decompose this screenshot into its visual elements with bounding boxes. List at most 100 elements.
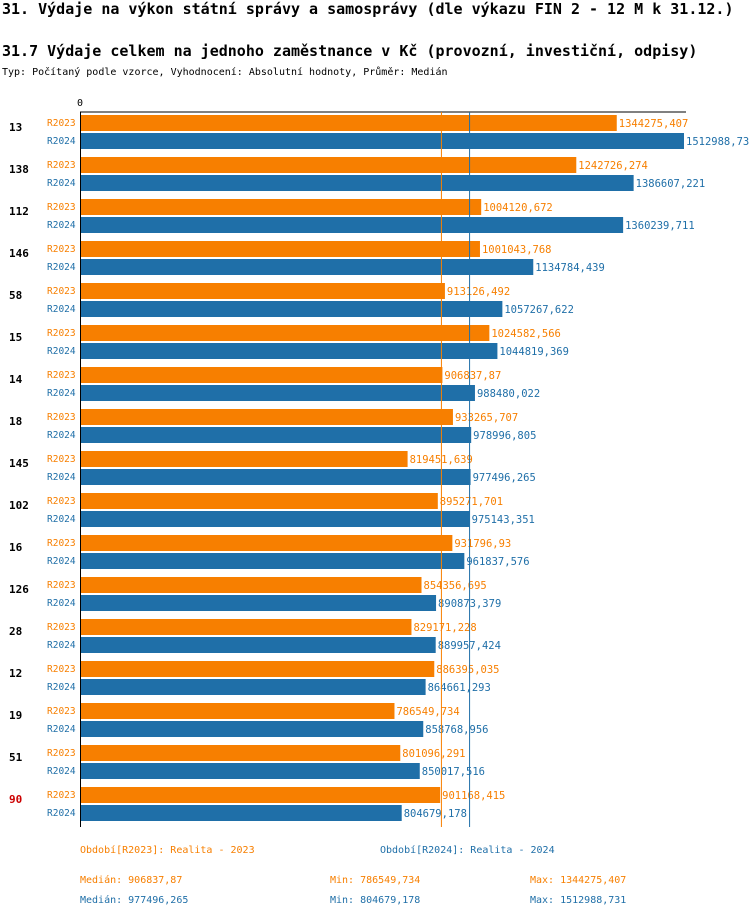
- series-label-r2024: R2024: [47, 808, 76, 819]
- median-r2024: Medián: 977496,265: [80, 895, 189, 906]
- legend-r2024: Období[R2024]: Realita - 2024: [380, 845, 555, 856]
- group-label: 51: [9, 751, 23, 764]
- series-label-r2024: R2024: [47, 346, 76, 357]
- value-label-r2024: 1057267,622: [504, 304, 574, 316]
- group-label: 15: [9, 331, 22, 344]
- group-label: 13: [9, 121, 22, 134]
- value-label-r2024: 804679,178: [404, 808, 467, 820]
- value-label-r2024: 1360239,711: [625, 220, 695, 232]
- series-label-r2024: R2024: [47, 388, 76, 399]
- group-label: 146: [9, 247, 29, 260]
- group-label: 90: [9, 793, 22, 806]
- bar-r2023: [81, 493, 438, 509]
- series-label-r2023: R2023: [47, 118, 76, 129]
- value-label-r2024: 864661,293: [428, 682, 491, 694]
- bar-r2024: [81, 217, 624, 233]
- series-label-r2023: R2023: [47, 580, 76, 591]
- series-label-r2023: R2023: [47, 538, 76, 549]
- bar-r2024: [81, 259, 534, 275]
- series-label-r2024: R2024: [47, 220, 76, 231]
- series-label-r2024: R2024: [47, 514, 76, 525]
- min-r2024: Min: 804679,178: [330, 895, 421, 906]
- series-label-r2023: R2023: [47, 412, 76, 423]
- series-label-r2024: R2024: [47, 556, 76, 567]
- bar-r2024: [81, 175, 634, 191]
- group-label: 28: [9, 625, 22, 638]
- bar-r2023: [81, 409, 453, 425]
- series-label-r2023: R2023: [47, 496, 76, 507]
- value-label-r2023: 854356,695: [424, 580, 487, 592]
- bar-r2024: [81, 805, 402, 821]
- legend-r2023: Období[R2023]: Realita - 2023: [80, 845, 255, 856]
- value-label-r2024: 1134784,439: [535, 262, 605, 274]
- bar-r2023: [81, 703, 395, 719]
- bar-r2023: [81, 535, 453, 551]
- group-label: 112: [9, 205, 29, 218]
- value-label-r2023: 901168,415: [442, 790, 505, 802]
- value-label-r2023: 786549,734: [396, 706, 459, 718]
- series-label-r2023: R2023: [47, 622, 76, 633]
- bar-r2023: [81, 619, 412, 635]
- group-label: 19: [9, 709, 22, 722]
- series-label-r2024: R2024: [47, 262, 76, 273]
- series-label-r2023: R2023: [47, 328, 76, 339]
- group-label: 138: [9, 163, 29, 176]
- value-label-r2024: 978996,805: [473, 430, 536, 442]
- group-label: 12: [9, 667, 22, 680]
- series-label-r2024: R2024: [47, 598, 76, 609]
- value-label-r2024: 858768,956: [425, 724, 488, 736]
- bar-r2023: [81, 451, 408, 467]
- value-label-r2023: 1004120,672: [483, 202, 553, 214]
- max-r2024: Max: 1512988,731: [530, 895, 627, 906]
- bar-r2024: [81, 343, 498, 359]
- value-label-r2023: 886395,035: [436, 664, 499, 676]
- value-label-r2023: 1024582,566: [491, 328, 561, 340]
- series-label-r2023: R2023: [47, 286, 76, 297]
- value-label-r2023: 801096,291: [402, 748, 465, 760]
- group-label: 102: [9, 499, 29, 512]
- group-label: 126: [9, 583, 29, 596]
- bar-r2023: [81, 325, 490, 341]
- median-r2023: Medián: 906837,87: [80, 875, 183, 886]
- value-label-r2023: 1242726,274: [578, 160, 648, 172]
- series-label-r2024: R2024: [47, 766, 76, 777]
- series-label-r2023: R2023: [47, 244, 76, 255]
- value-label-r2024: 850017,516: [422, 766, 485, 778]
- bar-r2023: [81, 577, 422, 593]
- value-label-r2024: 1512988,731: [686, 136, 750, 148]
- group-label: 58: [9, 289, 22, 302]
- value-label-r2023: 913126,492: [447, 286, 510, 298]
- value-label-r2023: 829171,228: [413, 622, 476, 634]
- series-label-r2023: R2023: [47, 202, 76, 213]
- series-label-r2024: R2024: [47, 304, 76, 315]
- group-label: 14: [9, 373, 23, 386]
- max-r2023: Max: 1344275,407: [530, 875, 627, 886]
- series-label-r2023: R2023: [47, 748, 76, 759]
- value-label-r2023: 895271,701: [440, 496, 503, 508]
- value-label-r2024: 1044819,369: [499, 346, 569, 358]
- page-title: 31. Výdaje na výkon státní správy a samo…: [2, 0, 734, 18]
- group-label: 145: [9, 457, 29, 470]
- group-label: 18: [9, 415, 22, 428]
- series-label-r2024: R2024: [47, 136, 76, 147]
- chart-type-line: Typ: Počítaný podle vzorce, Vyhodnocení:…: [2, 67, 448, 78]
- value-label-r2023: 1344275,407: [619, 118, 689, 130]
- group-label: 16: [9, 541, 23, 554]
- value-label-r2023: 933265,707: [455, 412, 518, 424]
- value-label-r2023: 1001043,768: [482, 244, 552, 256]
- bar-r2023: [81, 367, 443, 383]
- chart-title: 31.7 Výdaje celkem na jednoho zaměstnanc…: [2, 42, 698, 60]
- bar-r2024: [81, 511, 470, 527]
- series-label-r2024: R2024: [47, 472, 76, 483]
- value-label-r2024: 975143,351: [472, 514, 535, 526]
- bar-r2023: [81, 787, 441, 803]
- series-label-r2024: R2024: [47, 640, 76, 651]
- value-label-r2023: 906837,87: [444, 370, 501, 382]
- series-label-r2023: R2023: [47, 370, 76, 381]
- series-label-r2024: R2024: [47, 178, 76, 189]
- bar-r2024: [81, 469, 471, 485]
- bar-r2023: [81, 241, 480, 257]
- bar-chart: 0 13 R2023 R2024 1344275,407 1512988,731 138 R2…: [9, 98, 750, 827]
- value-label-r2024: 988480,022: [477, 388, 540, 400]
- bar-r2024: [81, 301, 503, 317]
